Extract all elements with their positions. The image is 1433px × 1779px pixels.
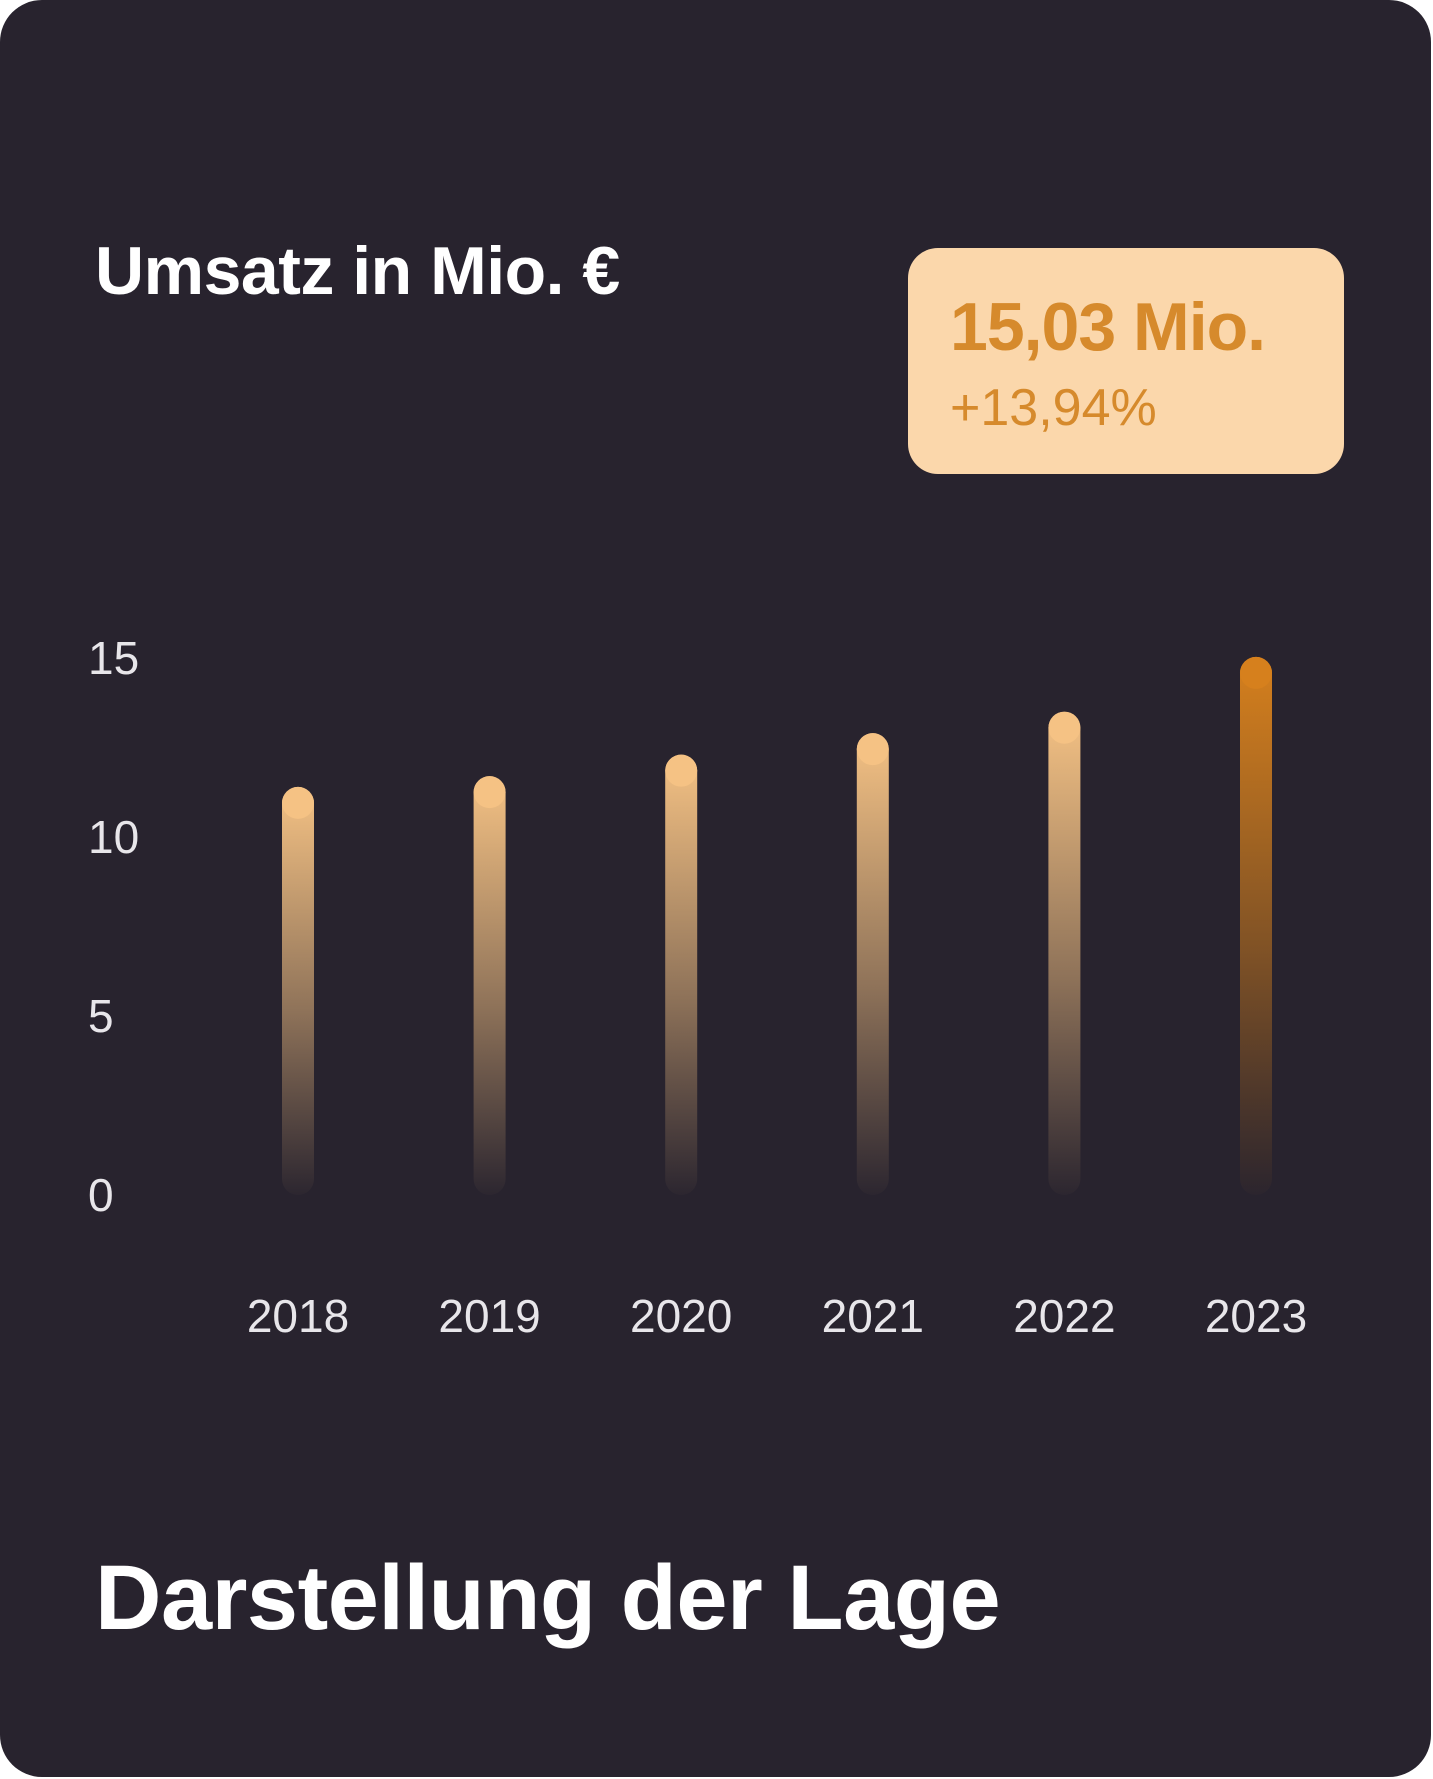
y-tick-label: 5 <box>88 990 114 1042</box>
x-tick-label: 2022 <box>1013 1290 1115 1342</box>
bar-cap-2021 <box>856 733 889 766</box>
chart-title: Umsatz in Mio. € <box>95 233 620 309</box>
bar-2022 <box>1048 711 1081 1195</box>
revenue-bar-chart: 0 5 10 15 2018 2019 2020 2021 2022 2023 <box>88 632 1307 1342</box>
x-tick-label: 2020 <box>630 1290 732 1342</box>
x-tick-label: 2019 <box>438 1290 540 1342</box>
bar-2021 <box>856 733 889 1195</box>
y-tick-label: 0 <box>88 1169 114 1221</box>
bar-2018 <box>282 786 314 1195</box>
card-heading: Darstellung der Lage <box>95 1547 1001 1649</box>
bar-cap-2020 <box>665 754 698 787</box>
bar-cap-2022 <box>1048 711 1081 744</box>
bar-2020 <box>665 754 698 1195</box>
x-tick-label: 2021 <box>822 1290 924 1342</box>
x-tick-label: 2023 <box>1205 1290 1307 1342</box>
kpi-badge: 15,03 Mio. +13,94% <box>908 248 1344 474</box>
y-tick-label: 15 <box>88 632 139 684</box>
bar-cap-2018 <box>282 786 314 819</box>
bar-cap-2019 <box>473 776 506 809</box>
bar-2019 <box>473 776 506 1195</box>
bar-cap-2023 <box>1240 656 1272 689</box>
kpi-change: +13,94% <box>950 379 1157 437</box>
kpi-value: 15,03 Mio. <box>950 289 1266 365</box>
bar-2023 <box>1240 656 1272 1195</box>
x-tick-label: 2018 <box>247 1290 349 1342</box>
y-tick-label: 10 <box>88 811 139 863</box>
